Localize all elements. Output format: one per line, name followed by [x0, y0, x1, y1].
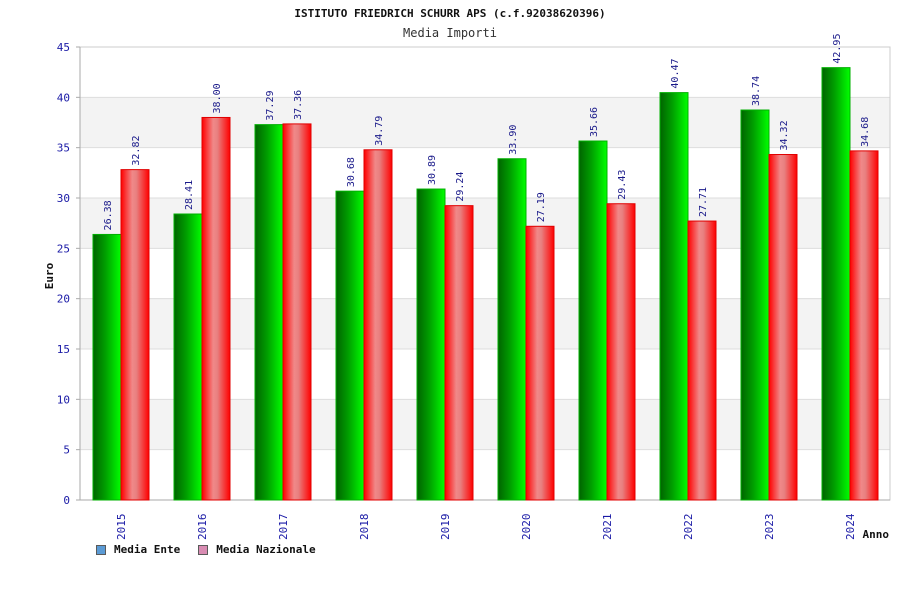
bar-media-ente [497, 158, 527, 501]
bar-media-nazionale [444, 205, 474, 501]
x-tick-label: 2017 [277, 514, 290, 541]
bar-media-ente [578, 140, 608, 501]
bar-media-nazionale [849, 150, 879, 501]
bar-media-nazionale [282, 123, 312, 501]
data-label-media-ente: 26.38 [103, 200, 114, 230]
x-tick-label: 2023 [763, 514, 776, 541]
tick-labels: 0 5 10 15 20 25 30 35 40 45 2015 2016 2017 2018 2019 20… [57, 41, 857, 540]
y-axis-label: Euro [43, 262, 56, 289]
bar-media-ente [335, 190, 365, 501]
x-tick-label: 2020 [520, 514, 533, 541]
data-label-media-ente: 35.66 [589, 107, 600, 137]
bar-media-nazionale [201, 116, 231, 501]
y-tick-label: 45 [57, 41, 70, 54]
y-tick-label: 20 [57, 293, 70, 306]
legend: Media Ente Media Nazionale [96, 543, 334, 556]
data-label-media-ente: 30.68 [346, 157, 357, 187]
chart-subtitle: Media Importi [403, 26, 497, 40]
data-label-media-nazionale: 34.79 [374, 116, 385, 146]
y-tick-label: 35 [57, 142, 70, 155]
y-tick-label: 25 [57, 242, 70, 255]
y-tick-label: 15 [57, 343, 70, 356]
x-tick-label: 2019 [439, 514, 452, 541]
data-label-media-nazionale: 27.71 [698, 187, 709, 217]
bars [92, 67, 879, 501]
x-axis-label: Anno [863, 528, 890, 541]
bar-media-ente [821, 67, 851, 501]
data-label-media-ente: 37.29 [265, 91, 276, 121]
data-label-media-nazionale: 34.32 [779, 120, 790, 150]
x-tick-label: 2021 [601, 514, 614, 541]
bar-media-nazionale [363, 149, 393, 501]
data-label-media-nazionale: 29.24 [455, 172, 466, 202]
bar-media-ente [173, 213, 203, 501]
data-label-media-nazionale: 38.00 [212, 83, 223, 113]
bar-media-ente [659, 92, 689, 501]
data-label-media-nazionale: 27.19 [536, 192, 547, 222]
data-labels: 26.38 32.82 28.41 38.00 37.29 37.36 30.68 34.79… [103, 34, 871, 231]
data-label-media-nazionale: 37.36 [293, 90, 304, 120]
y-tick-label: 40 [57, 91, 70, 104]
x-tick-label: 2015 [115, 514, 128, 541]
y-tick-label: 0 [63, 494, 70, 507]
x-tick-label: 2024 [844, 513, 857, 540]
bar-media-ente [416, 188, 446, 501]
legend-label-media-nazionale: Media Nazionale [216, 543, 316, 556]
data-label-media-ente: 30.89 [427, 155, 438, 185]
data-label-media-ente: 33.90 [508, 125, 519, 155]
y-tick-label: 5 [63, 444, 70, 457]
x-tick-label: 2016 [196, 514, 209, 541]
x-tick-label: 2018 [358, 514, 371, 541]
bar-media-nazionale [606, 203, 636, 501]
bar-media-ente [92, 233, 122, 501]
bar-media-ente [740, 109, 770, 501]
data-label-media-nazionale: 29.43 [617, 170, 628, 200]
legend-item-media-nazionale: Media Nazionale [198, 543, 316, 556]
data-label-media-ente: 42.95 [832, 34, 843, 64]
data-label-media-ente: 28.41 [184, 180, 195, 210]
bar-media-ente [254, 124, 284, 501]
bar-media-nazionale [120, 169, 150, 501]
data-label-media-ente: 40.47 [670, 58, 681, 88]
legend-label-media-ente: Media Ente [114, 543, 181, 556]
data-label-media-nazionale: 32.82 [131, 136, 142, 166]
y-tick-label: 10 [57, 393, 70, 406]
legend-swatch-media-ente [96, 544, 106, 555]
data-label-media-nazionale: 34.68 [860, 117, 871, 147]
y-tick-label: 30 [57, 192, 70, 205]
legend-item-media-ente: Media Ente [96, 543, 180, 556]
background-band [80, 47, 890, 98]
bar-media-nazionale [525, 225, 555, 501]
legend-swatch-media-nazionale [198, 544, 209, 555]
bar-media-nazionale [768, 154, 798, 501]
chart-title: ISTITUTO FRIEDRICH SCHURR APS (c.f.92038… [294, 7, 605, 20]
x-tick-label: 2022 [682, 514, 695, 541]
data-label-media-ente: 38.74 [751, 76, 762, 106]
bar-media-nazionale [687, 220, 717, 501]
